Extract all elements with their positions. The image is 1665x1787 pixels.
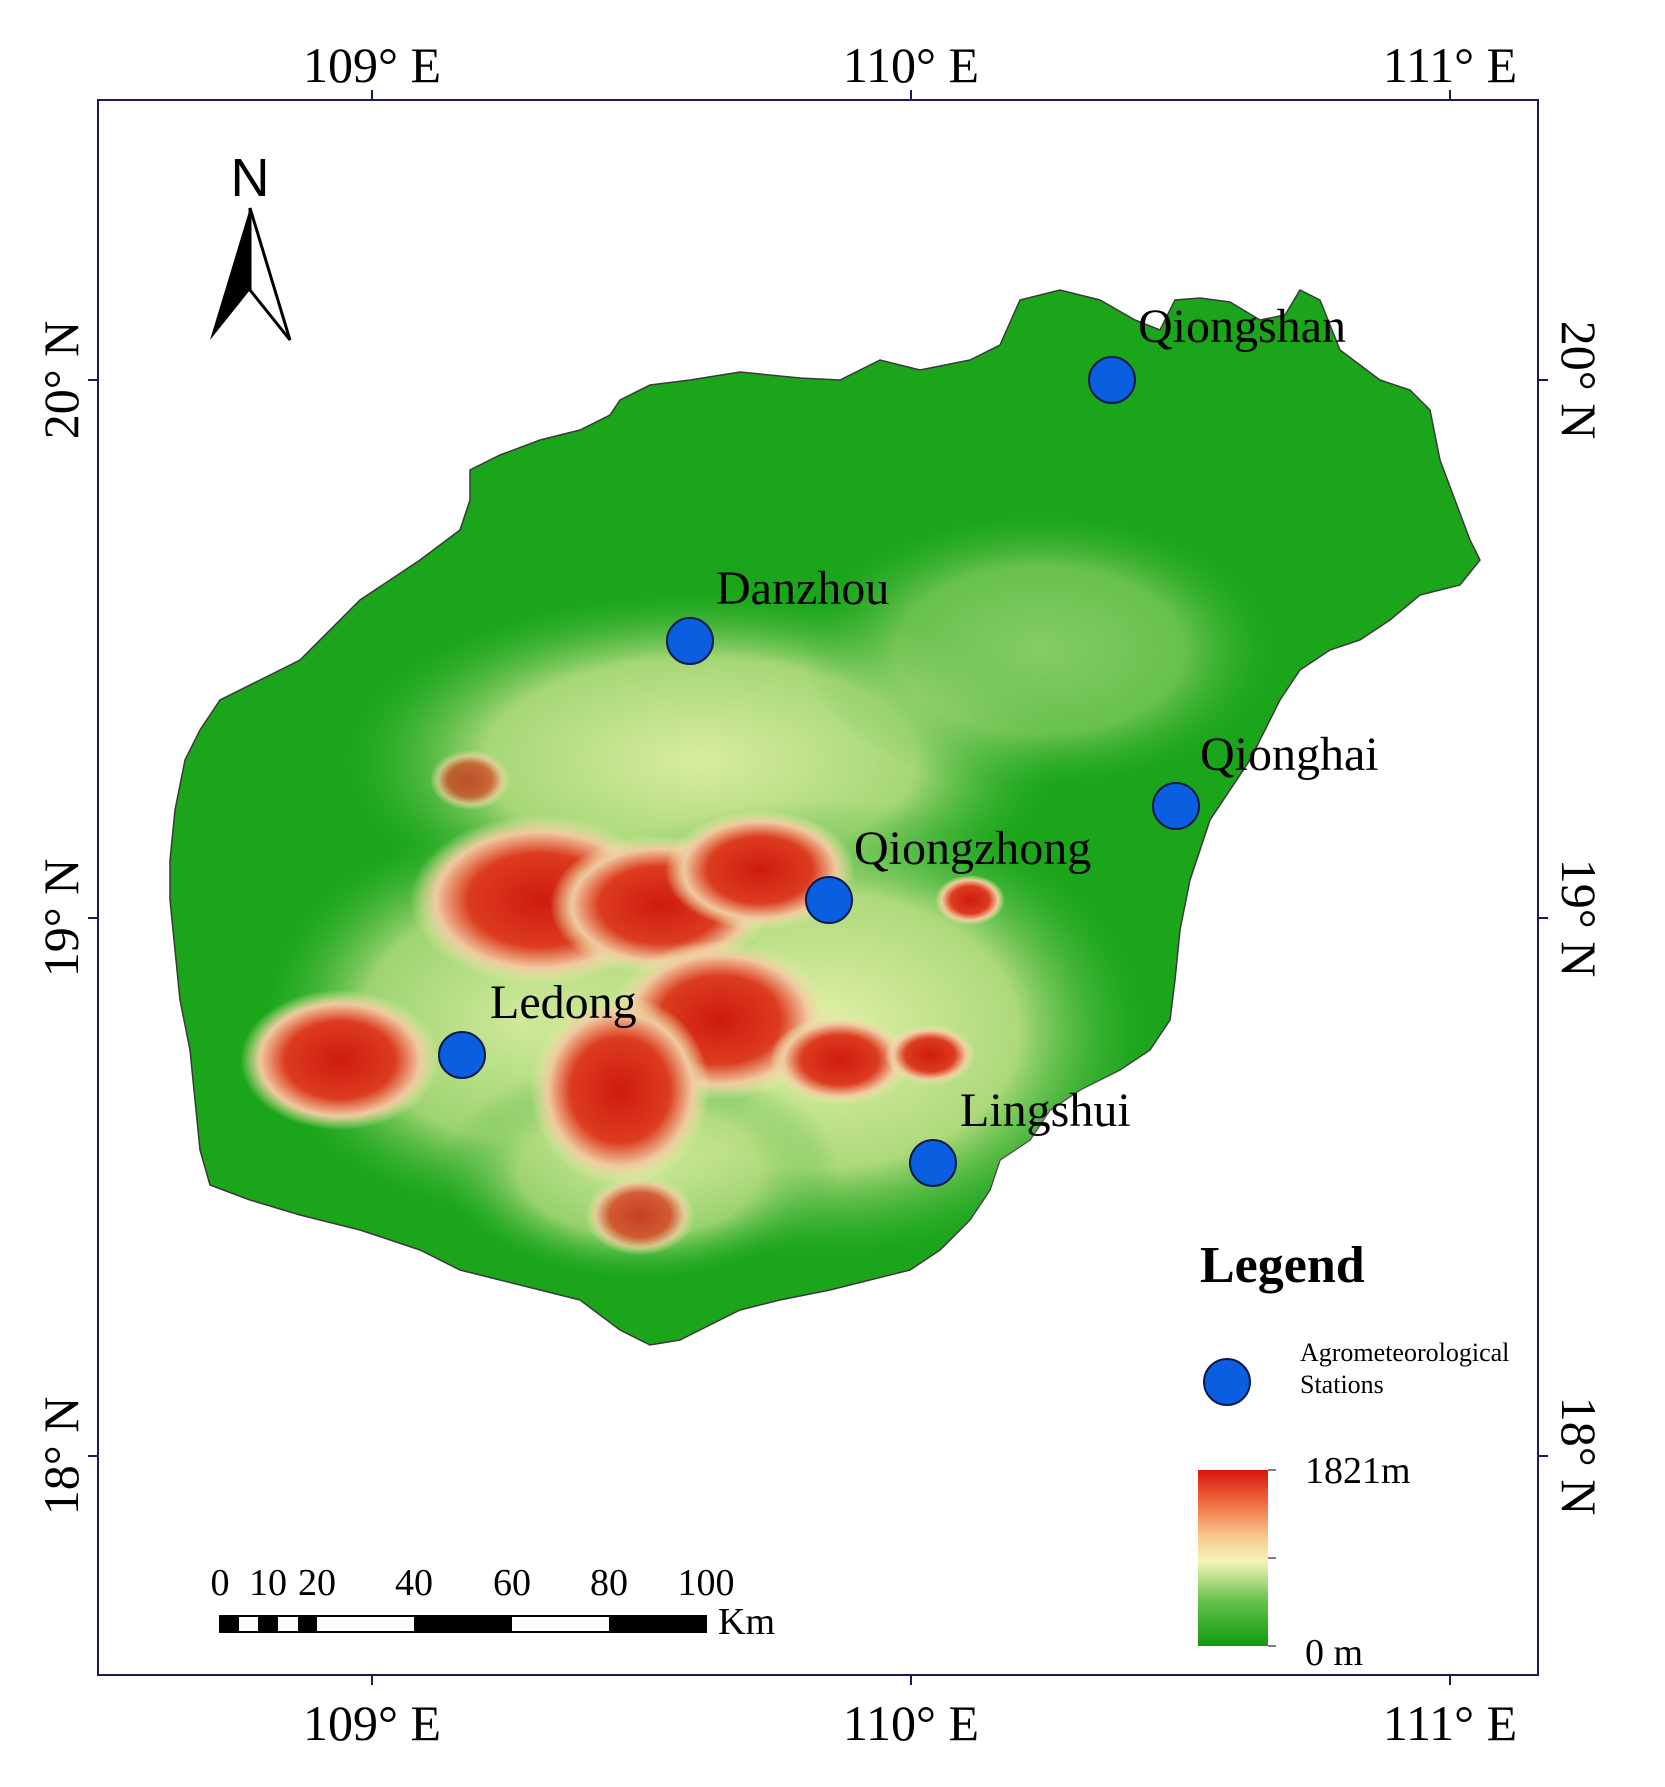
scale-tick-label: 10 [249, 1562, 287, 1604]
north-label: N [231, 148, 270, 208]
lon-label-top: 111° E [1383, 37, 1517, 93]
scale-bar: 0 10 20 40 60 80 100 Km [211, 1562, 776, 1643]
north-arrow: N [210, 148, 292, 341]
station-label: Danzhou [716, 562, 889, 615]
scale-tick-label: 100 [678, 1562, 735, 1604]
lat-label-right: 19° N [1551, 859, 1607, 978]
legend-station-label-line2: Stations [1300, 1370, 1384, 1399]
lat-label-right: 18° N [1551, 1397, 1607, 1516]
hainan-island [169, 289, 1481, 1346]
lon-label-top: 110° E [843, 37, 979, 93]
lat-label-left: 18° N [33, 1397, 89, 1516]
lon-label-bottom: 109° E [303, 1695, 441, 1751]
station-label: Lingshui [960, 1084, 1131, 1137]
bottom-longitude-labels: 109° E 110° E 111° E [303, 1695, 1517, 1751]
left-latitude-labels: 20° N 19° N 18° N [33, 321, 89, 1516]
lat-label-right: 20° N [1551, 321, 1607, 440]
legend-title: Legend [1200, 1237, 1365, 1294]
lat-label-left: 19° N [33, 859, 89, 978]
station-label: Qiongzhong [854, 822, 1091, 875]
station-markers: Qiongshan Danzhou Qionghai Qiongzhong Le… [438, 300, 1379, 1187]
scale-tick-label: 80 [590, 1562, 628, 1604]
elevation-color-ramp [1198, 1470, 1268, 1646]
station-marker[interactable] [805, 876, 853, 924]
station-label: Qiongshan [1138, 300, 1346, 353]
lat-label-left: 20° N [33, 321, 89, 440]
legend-elev-min: 0 m [1305, 1632, 1363, 1674]
station-marker[interactable] [438, 1031, 486, 1079]
scale-tick-label: 60 [493, 1562, 531, 1604]
station-marker[interactable] [909, 1139, 957, 1187]
scale-tick-label: 0 [211, 1562, 230, 1604]
lon-label-top: 109° E [303, 37, 441, 93]
station-label: Qionghai [1200, 728, 1379, 781]
station-marker[interactable] [1088, 356, 1136, 404]
scale-tick-label: 20 [298, 1562, 336, 1604]
right-latitude-labels: 20° N 19° N 18° N [1551, 321, 1607, 1516]
legend-elev-max: 1821m [1305, 1450, 1411, 1492]
scale-tick-label: 40 [395, 1562, 433, 1604]
station-marker[interactable] [1152, 782, 1200, 830]
lon-label-bottom: 111° E [1383, 1695, 1517, 1751]
station-marker[interactable] [666, 617, 714, 665]
legend-station-symbol [1203, 1358, 1251, 1406]
lon-label-bottom: 110° E [843, 1695, 979, 1751]
graticule-ticks [88, 90, 1548, 1685]
legend: Legend Agrometeorological Stations 1821m… [1198, 1237, 1509, 1674]
legend-station-label-line1: Agrometeorological [1300, 1338, 1509, 1367]
top-longitude-labels: 109° E 110° E 111° E [303, 37, 1517, 93]
scale-unit: Km [718, 1601, 775, 1643]
station-label: Ledong [490, 976, 637, 1029]
